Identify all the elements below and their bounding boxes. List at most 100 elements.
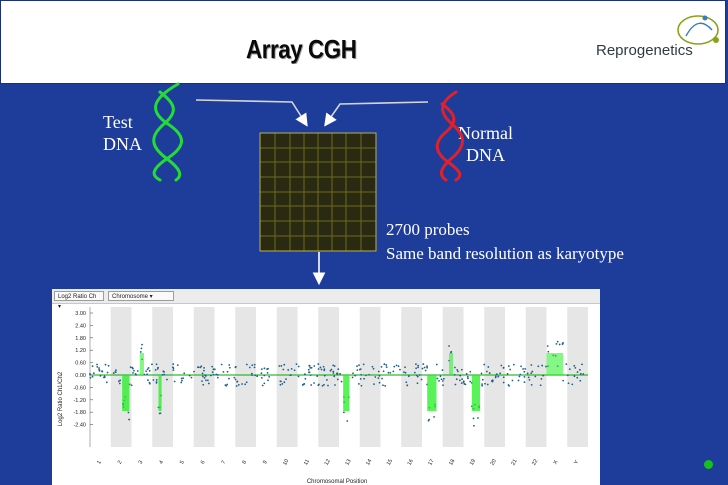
probe-point — [481, 383, 483, 386]
probe-point — [463, 383, 466, 385]
ratio-select[interactable]: Log2 Ratio Ch ▾ — [54, 291, 104, 310]
probe-point — [128, 418, 131, 421]
probe-point — [546, 345, 549, 347]
probe-point — [362, 363, 365, 366]
probe-point — [321, 384, 324, 387]
probe-point — [499, 372, 501, 375]
x-axis-ticks: 1 2 3 4 5 6 7 8 9 10 11 12 13 14 15 16 17 18 19 20 21 22 X Y — [96, 458, 580, 466]
probe-point — [378, 381, 381, 384]
probe-point — [523, 376, 526, 378]
probe-point — [377, 377, 380, 380]
probe-point — [462, 381, 465, 384]
probe-point — [472, 417, 475, 420]
cgh-plot-window: Log2 Ratio Ch ▾ Chromosome ▾ 3.00 2.40 1.8… — [52, 289, 600, 485]
probe-point — [145, 370, 148, 373]
y-tick-label: -1.80 — [73, 410, 86, 416]
probe-point — [307, 368, 310, 371]
probe-point — [423, 366, 426, 369]
probe-point — [415, 374, 418, 377]
probe-point — [339, 372, 342, 375]
probe-point — [172, 369, 175, 371]
probe-point — [173, 380, 176, 383]
probe-point — [201, 375, 204, 378]
probe-point — [215, 373, 218, 376]
probe-point — [531, 370, 534, 373]
probe-point — [211, 365, 214, 368]
probe-point — [346, 420, 349, 422]
probe-point — [454, 366, 456, 369]
probe-point — [460, 368, 463, 371]
probe-point — [279, 380, 282, 383]
probe-point — [106, 371, 109, 374]
band-shade — [359, 307, 381, 447]
probe-point — [248, 366, 251, 369]
probe-point — [530, 372, 533, 375]
probe-point — [251, 374, 253, 377]
probe-point — [161, 373, 164, 376]
probe-point — [382, 370, 385, 373]
probe-point — [250, 372, 253, 375]
probe-point — [317, 368, 320, 370]
probe-point — [313, 365, 316, 367]
probe-point — [260, 372, 263, 375]
x-tick-label: 16 — [407, 458, 415, 466]
band-shade — [318, 307, 339, 447]
probe-point — [89, 376, 92, 379]
probe-point — [96, 365, 99, 368]
probe-point — [211, 371, 214, 374]
probe-point — [204, 374, 207, 377]
probe-point — [440, 378, 443, 381]
chromosome-select[interactable]: Chromosome ▾ — [108, 291, 174, 301]
probe-point — [333, 375, 336, 378]
probe-point — [287, 369, 290, 371]
probe-point — [336, 372, 339, 375]
probe-point — [360, 373, 363, 376]
probe-point — [133, 369, 135, 372]
probe-point — [368, 373, 370, 376]
probe-point — [385, 364, 388, 366]
probe-point — [459, 374, 462, 377]
probe-point — [442, 377, 445, 380]
probe-point — [329, 369, 332, 372]
y-tick-label: 0.60 — [75, 361, 86, 367]
reprogenetics-logo-icon — [677, 15, 719, 45]
probe-point — [581, 363, 583, 366]
probe-point — [392, 370, 395, 373]
probe-point — [317, 363, 320, 365]
probe-point — [495, 373, 498, 376]
probe-point — [363, 377, 365, 380]
probe-point — [261, 384, 264, 387]
probe-point — [469, 370, 472, 373]
probe-point — [226, 383, 229, 386]
probe-point — [146, 373, 148, 376]
probe-point — [209, 374, 212, 377]
probe-point — [466, 375, 469, 378]
probe-point — [129, 366, 132, 369]
probe-point — [378, 374, 381, 377]
probe-point — [235, 385, 238, 387]
probe-point — [226, 370, 229, 373]
probe-point — [326, 379, 328, 381]
probe-point — [212, 373, 215, 376]
probe-point — [283, 381, 286, 384]
probe-point — [163, 371, 165, 373]
probe-point — [266, 371, 269, 374]
probe-point — [509, 368, 512, 371]
probe-point — [297, 375, 300, 378]
gain-region — [546, 353, 564, 375]
normal-dna-helix-icon — [435, 90, 464, 182]
probe-point — [413, 371, 416, 374]
probe-point — [104, 363, 107, 366]
normal-label-line1: Normal — [458, 123, 513, 143]
y-tick-label: 1.20 — [75, 348, 86, 354]
logo-text: Reprogenetics — [596, 42, 693, 59]
probe-point — [197, 366, 200, 369]
x-tick-label: 19 — [469, 458, 477, 466]
test-label-line1: Test — [103, 112, 133, 132]
cgh-chart: 3.00 2.40 1.80 1.20 0.60 0.00 -0.60 -1.20 -1.80 -… — [58, 307, 588, 485]
y-tick-label: -2.40 — [73, 423, 86, 429]
probe-point — [562, 341, 564, 344]
probe-point — [352, 372, 354, 375]
probe-point — [201, 372, 204, 375]
probe-point — [545, 365, 547, 368]
